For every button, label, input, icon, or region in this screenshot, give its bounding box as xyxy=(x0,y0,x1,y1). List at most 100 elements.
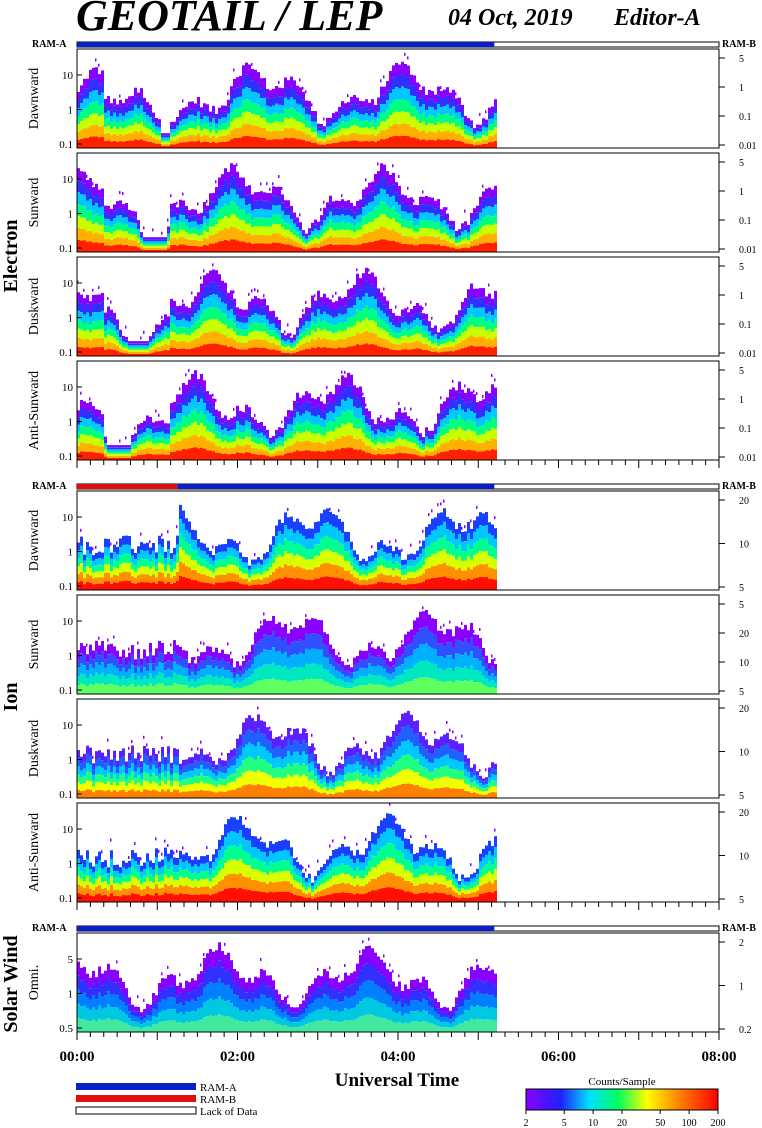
spectrogram-cell xyxy=(362,397,365,407)
spectrogram-cell xyxy=(167,433,170,440)
spectrogram-cell xyxy=(116,222,119,231)
spectrogram-cell xyxy=(128,536,131,545)
spectrogram-cell xyxy=(452,238,455,244)
spectrogram-cell xyxy=(368,122,371,129)
spectrogram-cell xyxy=(287,89,290,100)
spectrogram-cell xyxy=(278,104,281,114)
spectrogram-cell xyxy=(167,233,170,238)
spectrogram-cell xyxy=(113,567,116,575)
spectrogram-cell xyxy=(269,440,272,445)
spectrogram-cell xyxy=(359,344,362,356)
spectrogram-cell xyxy=(461,302,464,310)
spectrogram-cell xyxy=(302,331,305,338)
spectrogram-cell xyxy=(113,574,116,583)
spectrogram-cell xyxy=(128,453,131,456)
spectrogram-cell xyxy=(227,183,230,195)
spectrogram-cell xyxy=(233,128,236,139)
spectrogram-cell xyxy=(122,353,125,356)
spectrogram-speckle xyxy=(425,302,427,306)
spectrogram-cell xyxy=(392,136,395,148)
right-tick-label: 5 xyxy=(739,158,744,169)
spectrogram-speckle xyxy=(248,292,250,296)
spectrogram-cell xyxy=(281,352,284,356)
spectrogram-cell xyxy=(380,548,383,557)
spectrogram-speckle xyxy=(329,507,331,511)
spectrogram-cell xyxy=(221,313,224,324)
spectrogram-cell xyxy=(365,445,368,453)
spectrogram-cell xyxy=(287,553,290,566)
spectrogram-cell xyxy=(365,423,368,431)
spectrogram-cell xyxy=(197,556,200,565)
spectrogram-cell xyxy=(272,131,275,140)
spectrogram-cell xyxy=(212,398,215,408)
spectrogram-cell xyxy=(206,308,209,321)
spectrogram-cell xyxy=(446,219,449,225)
spectrogram-cell xyxy=(128,563,131,572)
spectrogram-cell xyxy=(392,195,395,207)
spectrogram-cell xyxy=(383,227,386,240)
spectrogram-cell xyxy=(482,317,485,327)
spectrogram-cell xyxy=(434,117,437,126)
spectrogram-cell xyxy=(269,447,272,451)
spectrogram-cell xyxy=(194,227,197,234)
spectrogram-cell xyxy=(308,141,311,148)
spectrogram-cell xyxy=(329,135,332,140)
spectrogram-cell xyxy=(302,140,305,148)
spectrogram-cell xyxy=(266,455,269,460)
spectrogram-cell xyxy=(242,412,245,419)
spectrogram-cell xyxy=(236,194,239,207)
spectrogram-cell xyxy=(290,86,293,97)
spectrogram-cell xyxy=(296,518,299,531)
spectrogram-cell xyxy=(461,227,464,232)
spectrogram-cell xyxy=(158,324,161,330)
spectrogram-cell xyxy=(95,409,98,417)
spectrogram-cell xyxy=(170,121,173,126)
spectrogram-cell xyxy=(326,297,329,306)
spectrogram-cell xyxy=(332,526,335,540)
spectrogram-cell xyxy=(98,431,101,439)
spectrogram-cell xyxy=(254,454,257,460)
spectrogram-cell xyxy=(149,141,152,148)
spectrogram-cell xyxy=(371,201,374,212)
spectrogram-cell xyxy=(113,231,116,239)
spectrogram-cell xyxy=(260,347,263,356)
spectrogram-cell xyxy=(428,524,431,536)
spectrogram-speckle xyxy=(335,291,337,295)
spectrogram-cell xyxy=(83,88,86,99)
spectrogram-cell xyxy=(413,448,416,455)
spectrogram-cell xyxy=(389,575,392,583)
spectrogram-cell xyxy=(323,220,326,227)
spectrogram-cell xyxy=(89,324,92,333)
spectrogram-cell xyxy=(314,132,317,138)
spectrogram-cell xyxy=(203,448,206,460)
spectrogram-cell xyxy=(239,127,242,138)
spectrogram-cell xyxy=(239,424,242,432)
spectrogram-cell xyxy=(452,229,455,235)
spectrogram-cell xyxy=(236,558,239,567)
spectrogram-cell xyxy=(407,349,410,356)
spectrogram-cell xyxy=(320,246,323,252)
spectrogram-cell xyxy=(188,314,191,322)
spectrogram-cell xyxy=(377,441,380,448)
spectrogram-cell xyxy=(98,95,101,106)
spectrogram-cell xyxy=(191,227,194,234)
spectrogram-cell xyxy=(110,221,113,228)
spectrogram-cell xyxy=(254,431,257,437)
spectrogram-cell xyxy=(143,551,146,560)
spectrogram-cell xyxy=(407,236,410,245)
spectrogram-cell xyxy=(140,438,143,445)
spectrogram-cell xyxy=(239,453,242,460)
spectrogram-cell xyxy=(425,110,428,118)
spectrogram-cell xyxy=(494,127,497,135)
spectrogram-cell xyxy=(440,139,443,148)
spectrogram-cell xyxy=(356,222,359,231)
spectrogram-cell xyxy=(338,395,341,407)
spectrogram-cell xyxy=(437,564,440,578)
spectrogram-cell xyxy=(479,317,482,327)
spectrogram-cell xyxy=(200,558,203,567)
spectrogram-cell xyxy=(224,551,227,560)
spectrogram-cell xyxy=(155,437,158,444)
spectrogram-cell xyxy=(422,204,425,213)
spectrogram-cell xyxy=(479,196,482,205)
spectrogram-cell xyxy=(140,235,143,238)
